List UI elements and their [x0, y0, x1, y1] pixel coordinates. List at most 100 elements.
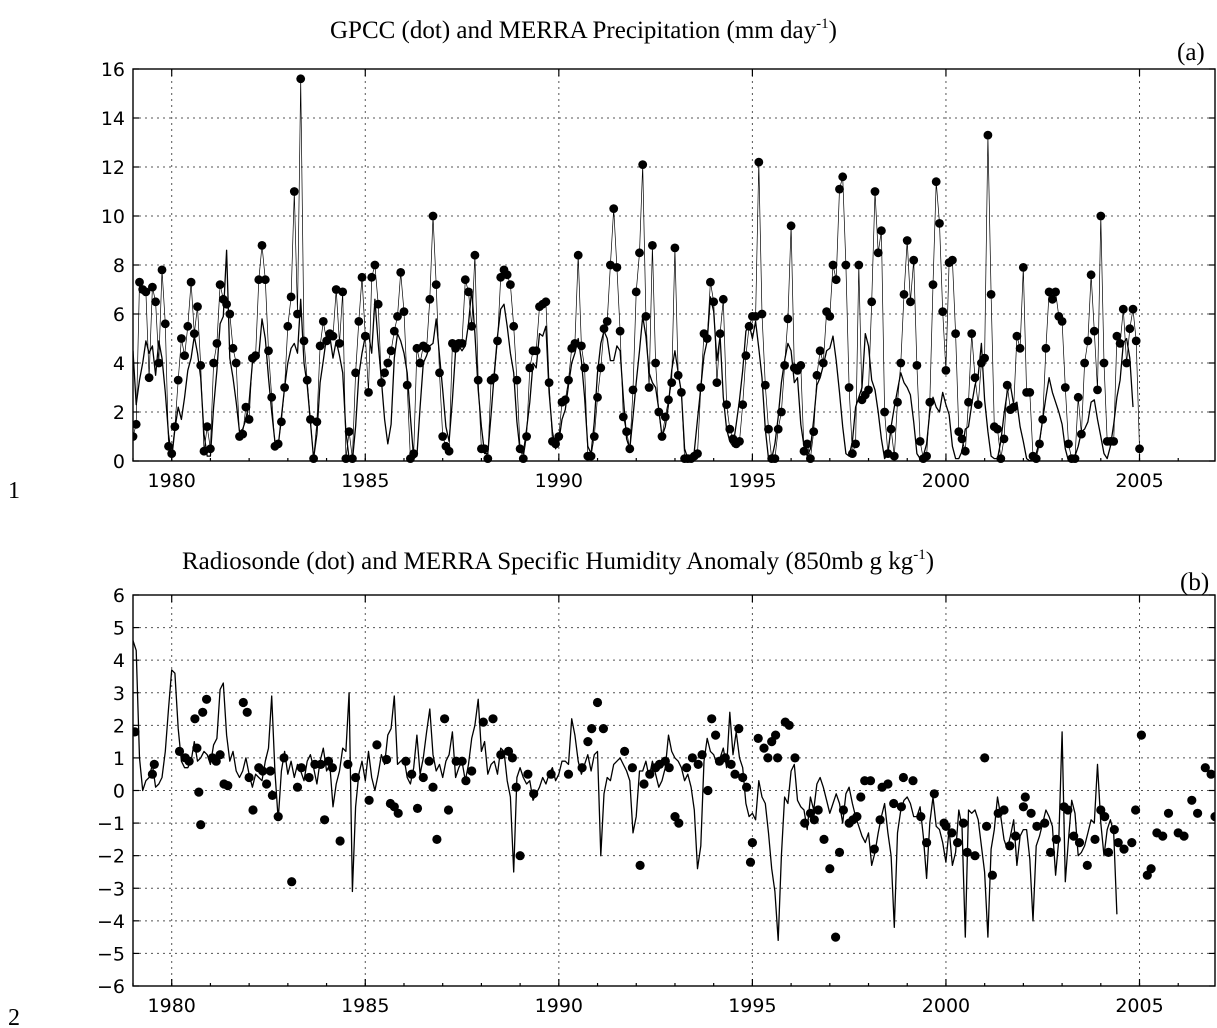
panel-b-xtick-label: 1995: [728, 995, 776, 1017]
panel-a-obs-point: [880, 407, 889, 417]
panel-b-obs-point: [916, 812, 926, 822]
panel-b-obs-point: [889, 798, 899, 809]
panel-b-ytick-label: −1: [97, 813, 125, 835]
panel-a-obs-point: [828, 260, 838, 270]
panel-b-obs-point: [763, 753, 773, 763]
panel-a-obs-point: [851, 439, 860, 449]
panel-a-obs-point: [444, 446, 454, 456]
panel-b-obs-point: [440, 714, 450, 724]
panel-a-obs-point: [470, 250, 480, 260]
panel-a-obs-point: [780, 361, 789, 370]
panel-b-ytick-label: −5: [97, 943, 125, 965]
panel-a-obs-point: [133, 432, 138, 441]
panel-a-obs-point: [651, 358, 660, 368]
panel-a-obs-point: [631, 287, 641, 297]
panel-b-obs-point: [635, 860, 645, 871]
panel-a-obs-point: [1128, 304, 1138, 314]
panel-b-obs-point: [296, 763, 306, 773]
panel-a-obs-point: [186, 277, 196, 287]
panel-b-obs-point: [287, 877, 297, 887]
panel-a-obs-point: [267, 392, 277, 402]
panel-b-obs-point: [1018, 802, 1028, 812]
panel-b-merra-line: [133, 640, 1118, 942]
panel-a-obs-point: [193, 302, 202, 311]
panel-a-xtick-label: 2005: [1115, 470, 1163, 492]
panel-a-obs-point: [209, 358, 219, 368]
panel-b-obs-point: [1026, 808, 1036, 818]
panel-a-obs-point: [983, 130, 993, 140]
panel-b-obs-point: [432, 834, 442, 845]
panel-a-obs-point: [786, 221, 796, 231]
panel-a-obs-point: [351, 368, 360, 378]
panel-b-obs-point: [401, 756, 411, 766]
panel-a-obs-point: [1089, 326, 1099, 336]
panel-b-obs-point: [707, 714, 717, 724]
panel-a-series: [133, 74, 1144, 463]
panel-b-obs-point: [693, 759, 703, 770]
panel-b-obs-point: [730, 769, 740, 779]
panel-a-obs-point: [1122, 358, 1131, 368]
panel-a-obs-point: [854, 260, 864, 270]
panel-b-obs-point: [587, 724, 597, 734]
panel-a-obs-point: [693, 449, 702, 458]
panel-b-obs-point: [1206, 769, 1215, 779]
panel-b-obs-point: [149, 759, 159, 770]
panel-b-xtick-label: 2005: [1115, 995, 1163, 1017]
panel-a-obs-point: [560, 395, 570, 405]
panel-a-obs-point: [660, 412, 670, 422]
panel-b-obs-point: [428, 782, 438, 792]
panel-b-obs-point: [980, 753, 990, 763]
panel-a-ytick-label: 4: [113, 353, 125, 375]
panel-b-xtick-label: 1980: [148, 995, 196, 1017]
panel-a-obs-point: [393, 312, 402, 321]
panel-b-ytick-label: −6: [97, 976, 125, 998]
panel-b-xtick-label: 1990: [535, 995, 583, 1017]
panel-b-obs-point: [598, 724, 609, 734]
panel-b-obs-point: [478, 717, 488, 727]
panel-b-obs-point: [703, 785, 713, 796]
panel-b-obs-point: [174, 746, 185, 757]
panel-a-obs-point: [370, 260, 380, 270]
panel-b-ytick-label: 0: [113, 781, 125, 803]
panel-a-obs-point: [189, 329, 199, 338]
panel-a-obs-point: [160, 319, 170, 329]
panel-b-obs-point: [1032, 821, 1042, 831]
panel-b-obs-point: [958, 818, 969, 828]
panel-b-obs-point: [1136, 730, 1146, 740]
panel-b-title: Radiosonde (dot) and MERRA Specific Humi…: [182, 547, 934, 575]
panel-a-obs-point: [225, 309, 235, 319]
panel-a-ytick-label: 2: [113, 402, 125, 424]
panel-a-xtick-label: 2000: [922, 470, 970, 492]
panel-b-obs-point: [1179, 831, 1189, 841]
panel-a-obs-point: [460, 275, 470, 285]
panel-a-xtick-label: 1995: [728, 470, 776, 492]
panel-a-obs-point: [928, 280, 938, 289]
panel-a-obs-point: [133, 419, 141, 429]
panel-a-obs-point: [715, 329, 725, 338]
panel-a-obs-point: [667, 378, 677, 387]
panel-a-obs-point: [1086, 270, 1096, 280]
panel-b-obs-point: [202, 694, 212, 704]
panel-b-obs-point: [546, 769, 556, 779]
panel-a-ytick-label: 12: [101, 157, 125, 179]
panel-a-obs-point: [896, 358, 906, 368]
panel-a-xtick-label: 1990: [535, 470, 583, 492]
panel-b-obs-point: [742, 782, 752, 792]
panel-a-obs-point: [906, 297, 915, 307]
panel-a-obs-point: [602, 317, 612, 326]
panel-b-obs-point: [747, 838, 758, 848]
panel-b-obs-point: [351, 772, 361, 783]
panel-a-obs-point: [915, 437, 925, 446]
panel-a-obs-point: [1025, 388, 1035, 397]
panel-a-obs-point: [177, 334, 186, 343]
panel-b-obs-point: [1063, 805, 1073, 815]
panel-a-obs-point: [215, 280, 225, 289]
panel-b-obs-point: [831, 932, 841, 942]
panel-b-obs-point: [908, 776, 918, 786]
panel-a-obs-point: [551, 439, 560, 449]
panel-a-obs-point: [399, 307, 409, 316]
panel-b-obs-point: [838, 805, 849, 815]
panel-b-obs-point: [267, 790, 277, 801]
panel-b-obs-point: [883, 779, 893, 789]
